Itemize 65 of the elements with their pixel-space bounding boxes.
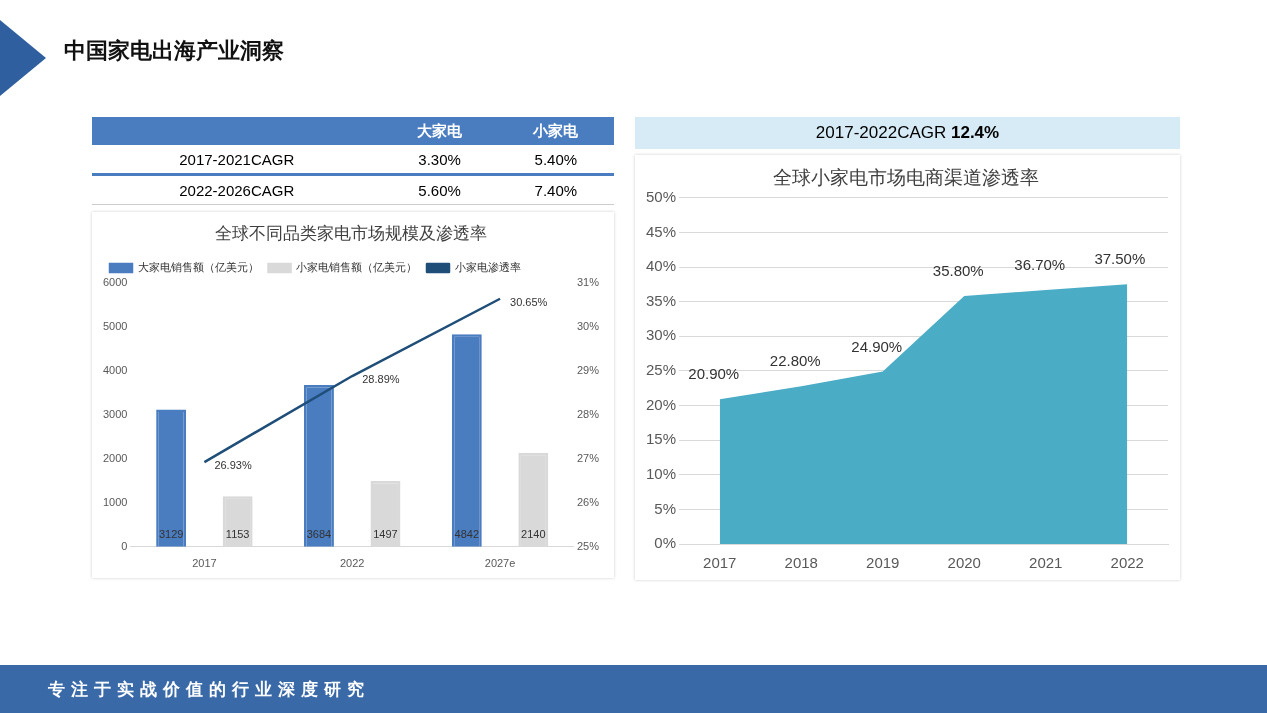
y-tick-label: 35% [645,291,677,309]
y-tick-label: 3000 [102,408,128,421]
text: 5.40% [497,145,614,175]
legend-label: 小家电销售额（亿美元） [296,260,417,273]
y2-tick-label: 25% [576,539,600,552]
x-tick-label: 2021 [1029,554,1063,572]
x-tick-label: 2019 [866,554,900,572]
data-label: 37.50% [1094,250,1146,268]
data-label: 4842 [454,527,480,540]
data-label: 28.89% [362,373,400,386]
y2-tick-label: 26% [576,495,600,508]
y-tick-label: 50% [645,187,677,205]
y2-tick-label: 27% [576,452,600,465]
data-label: 26.93% [214,459,252,472]
data-label: 3684 [306,527,332,540]
legend-label: 小家电渗透率 [454,260,521,273]
data-label: 3129 [158,527,184,540]
y-tick-label: 15% [645,430,677,448]
y-tick-label: 45% [645,222,677,240]
y2-tick-label: 30% [576,320,600,333]
y-tick-label: 20% [645,395,677,413]
chart-title: 全球不同品类家电市场规模及渗透率 [215,223,487,243]
data-label: 30.65% [510,295,548,308]
x-tick-label: 2017 [703,554,737,572]
y-tick-label: 40% [645,257,677,275]
text: 2022-2026CAGR [92,174,382,205]
legend-label: 大家电销售额（亿美元） [137,260,259,273]
y-tick-label: 1000 [102,495,128,508]
text: 大家电 [381,117,498,145]
chart-title: 全球小家电市场电商渠道渗透率 [772,166,1039,188]
y2-tick-label: 31% [576,276,600,289]
y-tick-label: 10% [645,464,677,482]
y-tick-label: 2000 [102,452,128,465]
data-label: 22.80% [769,352,821,370]
data-label: 24.90% [851,337,903,355]
data-label: 20.90% [688,365,740,383]
y2-tick-label: 29% [576,364,600,377]
x-tick-label: 2022 [1110,554,1144,572]
x-tick-label: 2020 [947,554,981,572]
text: 5.60% [381,174,498,205]
text: 3.30% [381,145,498,175]
y-tick-label: 30% [645,326,677,344]
text: 小家电 [497,117,614,145]
y-tick-label: 6000 [102,276,128,289]
y-tick-label: 4000 [102,364,128,377]
data-label: 35.80% [932,262,984,280]
y-tick-label: 25% [645,361,677,379]
x-tick-label: 2027e [484,557,516,570]
y-tick-label: 0 [121,539,128,552]
chart-subtitle: 2017-2022CAGR 12.4% [635,117,1180,149]
x-tick-label: 2022 [339,557,365,570]
y-tick-label: 0% [654,534,677,552]
text: 专注于实战价值的行业深度研究 [47,679,370,699]
y-tick-label: 5% [654,499,677,517]
text: 7.40% [497,174,614,205]
y2-tick-label: 28% [576,408,600,421]
data-label: 36.70% [1014,256,1066,274]
data-label: 1497 [373,527,398,540]
data-label: 1153 [225,527,250,540]
data-label: 2140 [521,527,546,540]
text: 中国家电出海产业洞察 [64,37,284,65]
text: 2017-2021CAGR [92,145,382,175]
y-tick-label: 5000 [102,320,128,333]
x-tick-label: 2018 [784,554,818,572]
x-tick-label: 2017 [192,557,217,570]
